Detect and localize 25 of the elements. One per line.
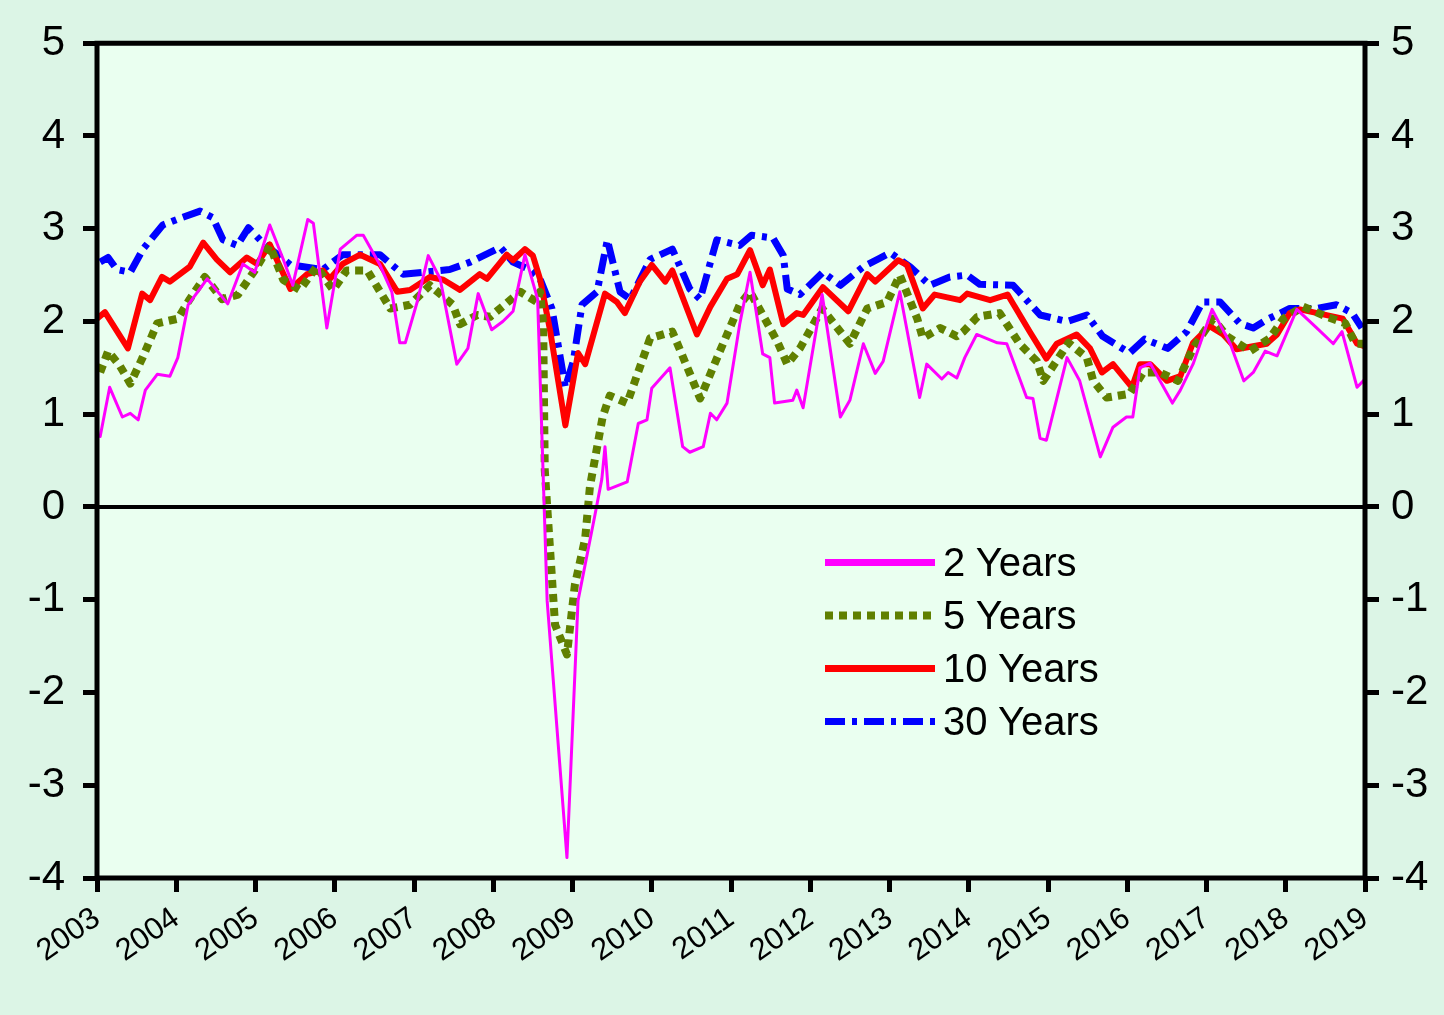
y2-tick-label: 0 — [1391, 480, 1415, 528]
y-tick-label: 4 — [41, 109, 65, 157]
legend-label: 5 Years — [943, 592, 1077, 637]
y-tick-label: -3 — [27, 758, 65, 806]
x-tick-label: 2011 — [665, 899, 740, 967]
y2-tick-label: 2 — [1391, 295, 1415, 343]
y-tick-label: 0 — [41, 480, 65, 528]
y-tick-label: -4 — [27, 851, 65, 899]
y2-tick-label: 4 — [1391, 109, 1415, 157]
y-tick-label: -1 — [27, 573, 65, 621]
y2-tick-label: -3 — [1391, 758, 1429, 806]
y2-tick-label: -2 — [1391, 666, 1429, 714]
y2-tick-label: 3 — [1391, 202, 1415, 250]
legend-label: 2 Years — [943, 539, 1077, 584]
y2-tick-label: 1 — [1391, 387, 1415, 435]
y-tick-label: 5 — [41, 16, 65, 64]
y2-tick-label: -4 — [1391, 851, 1429, 899]
y2-tick-label: 5 — [1391, 16, 1415, 64]
y-tick-label: 1 — [41, 387, 65, 435]
legend-label: 10 Years — [943, 645, 1099, 690]
legend-label: 30 Years — [943, 698, 1099, 743]
y-tick-label: 2 — [41, 295, 65, 343]
y-tick-label: 3 — [41, 202, 65, 250]
y2-tick-label: -1 — [1391, 573, 1429, 621]
y-tick-label: -2 — [27, 666, 65, 714]
